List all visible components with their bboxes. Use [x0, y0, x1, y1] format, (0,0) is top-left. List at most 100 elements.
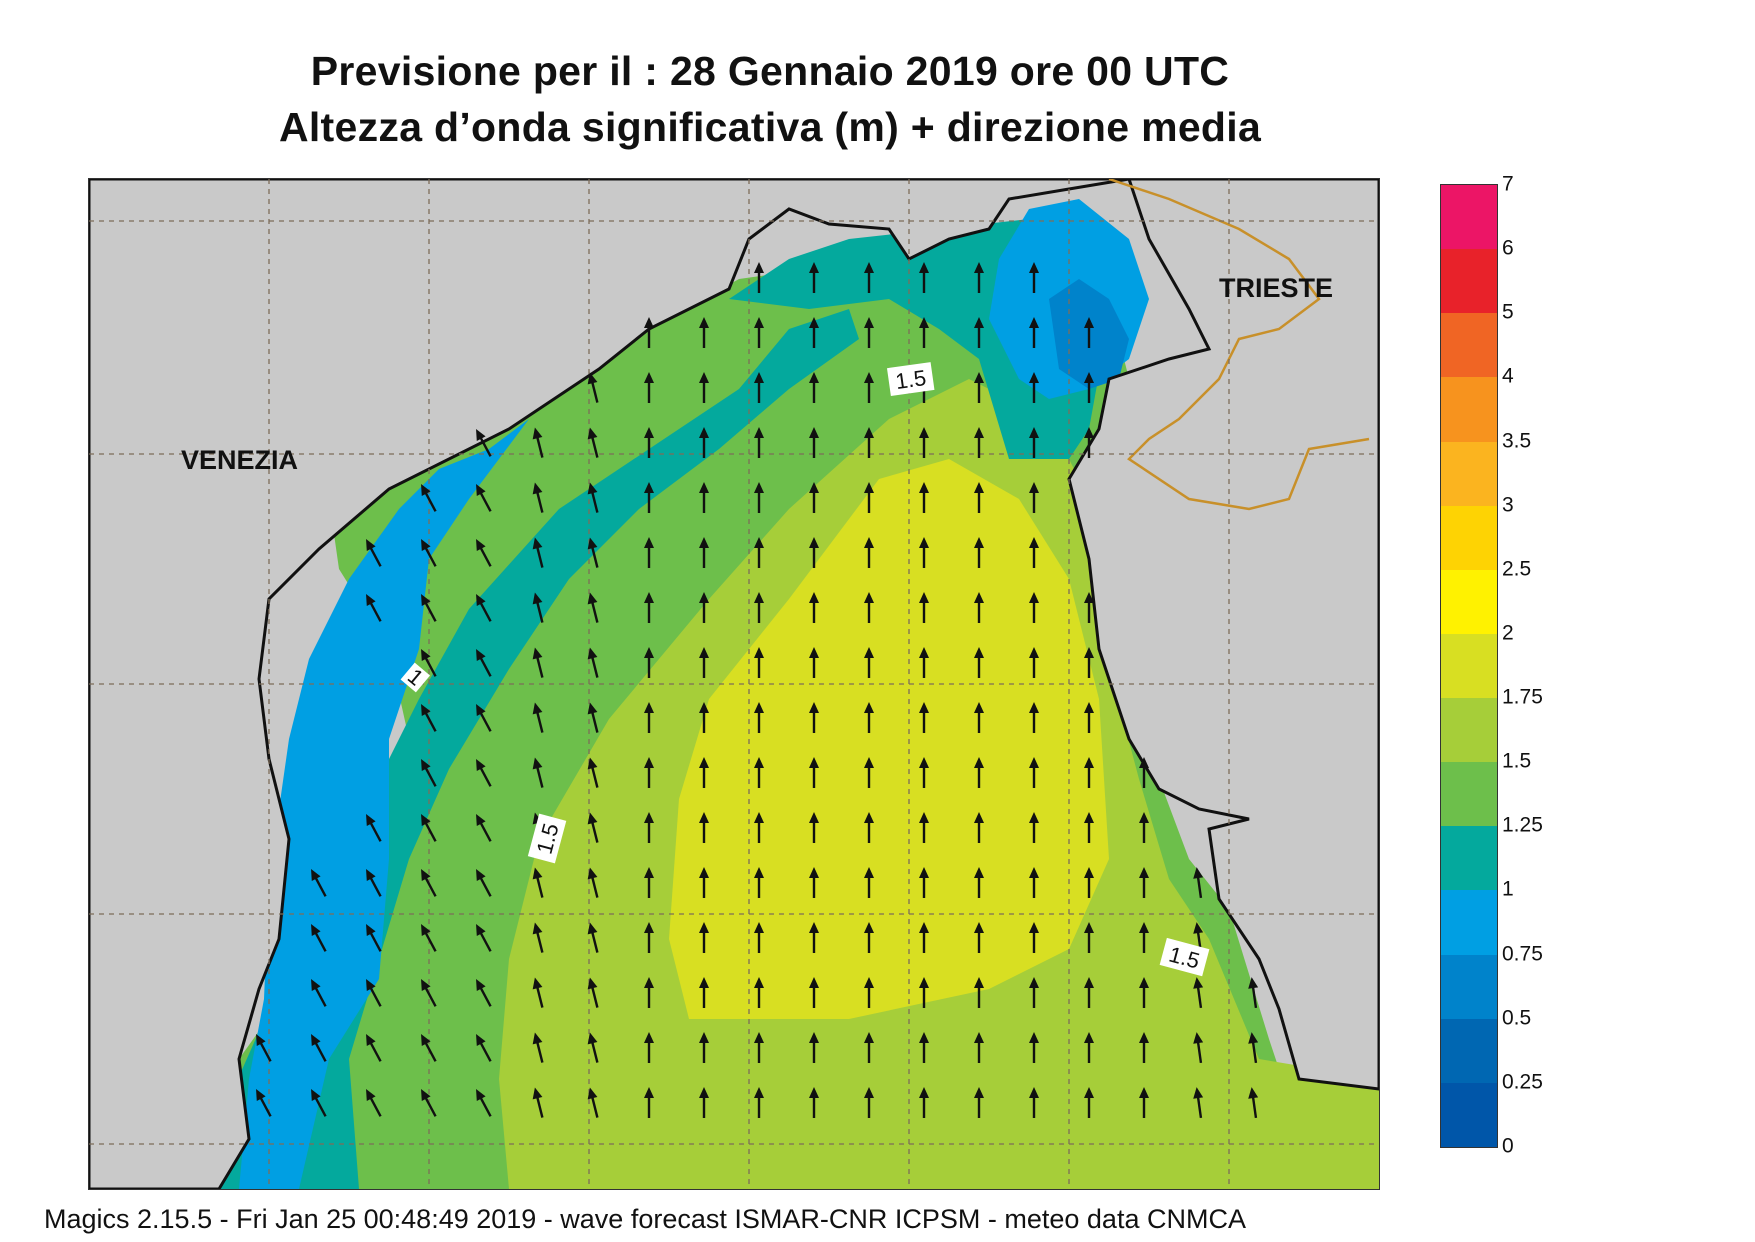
- wave-direction-arrow: [754, 592, 764, 623]
- wave-direction-arrow: [974, 757, 984, 788]
- wave-direction-arrow: [587, 1032, 599, 1063]
- wave-direction-arrow: [864, 482, 874, 513]
- wave-direction-arrow: [754, 1032, 764, 1063]
- wave-direction-arrow: [974, 372, 984, 403]
- legend-swatch: [1441, 569, 1497, 634]
- wave-direction-arrow: [864, 1087, 874, 1118]
- wave-direction-arrow: [919, 647, 929, 678]
- land-west: [89, 179, 1130, 1189]
- wave-direction-arrow: [1029, 757, 1039, 788]
- wave-direction-arrow: [421, 648, 437, 677]
- wave-direction-arrow: [974, 1032, 984, 1063]
- graticule: [89, 179, 1379, 1189]
- wave-direction-arrow: [644, 372, 654, 403]
- wave-direction-arrow: [1029, 812, 1039, 843]
- map-canvas: VENEZIA TRIESTE 1.5 1.5 1.5 1: [89, 179, 1379, 1189]
- wave-direction-arrow: [919, 262, 929, 293]
- wave-direction-arrow: [974, 867, 984, 898]
- wave-direction-arrow: [532, 592, 544, 623]
- footer-credits: Magics 2.15.5 - Fri Jan 25 00:48:49 2019…: [44, 1204, 1246, 1234]
- wave-direction-arrow: [809, 977, 819, 1008]
- wave-direction-arrow: [699, 482, 709, 513]
- wave-direction-arrow: [809, 867, 819, 898]
- wave-direction-arrow: [699, 647, 709, 678]
- wave-direction-arrow: [754, 867, 764, 898]
- wave-direction-arrow: [1029, 592, 1039, 623]
- legend-tick-label: 5: [1502, 300, 1514, 324]
- wave-direction-arrow: [1248, 977, 1259, 1009]
- wave-direction-arrow: [864, 977, 874, 1008]
- wave-direction-arrow: [476, 1088, 492, 1117]
- wave-direction-arrow: [421, 593, 437, 622]
- wave-direction-arrow: [1084, 1087, 1094, 1118]
- wave-direction-arrow: [919, 867, 929, 898]
- wave-direction-arrow: [421, 1088, 437, 1117]
- wave-direction-arrow: [864, 1032, 874, 1063]
- wave-direction-arrow: [864, 812, 874, 843]
- wave-direction-arrow: [587, 1087, 599, 1118]
- wave-direction-arrow: [809, 427, 819, 458]
- wave-direction-arrow: [1084, 702, 1094, 733]
- wave-direction-arrow: [754, 922, 764, 953]
- wave-direction-arrow: [809, 702, 819, 733]
- wave-direction-arrow: [1029, 702, 1039, 733]
- wave-direction-arrow: [919, 977, 929, 1008]
- legend-swatch: [1441, 1082, 1497, 1147]
- legend-tick-label: 1.5: [1502, 749, 1532, 773]
- wave-direction-arrow: [974, 812, 984, 843]
- wave-direction-arrow: [754, 647, 764, 678]
- legend-tick-label: 1: [1502, 877, 1514, 901]
- wave-direction-arrow: [864, 372, 874, 403]
- wave-direction-arrow: [587, 537, 599, 568]
- wave-direction-arrow: [532, 537, 544, 568]
- wave-direction-arrow: [587, 482, 599, 513]
- wave-direction-arrow: [974, 317, 984, 348]
- wave-direction-arrow: [1029, 262, 1039, 293]
- wave-direction-arrow: [366, 1088, 382, 1117]
- legend-tick-label: 3.5: [1502, 429, 1532, 453]
- wave-direction-arrow: [421, 538, 437, 567]
- country-border: [1108, 179, 1370, 511]
- wave-direction-arrow: [476, 648, 492, 677]
- wave-direction-arrow: [1029, 482, 1039, 513]
- wave-direction-arrow: [366, 813, 382, 842]
- wave-direction-arrow: [421, 813, 437, 842]
- legend-tick-label: 3: [1502, 493, 1514, 517]
- wave-direction-arrow: [421, 923, 437, 952]
- wave-direction-arrow: [476, 923, 492, 952]
- legend-swatch: [1441, 441, 1497, 506]
- wave-height-map: VENEZIA TRIESTE 1.5 1.5 1.5 1: [88, 178, 1380, 1190]
- wave-direction-arrow: [864, 317, 874, 348]
- direction-arrows: [256, 262, 1259, 1119]
- wave-direction-arrow: [919, 317, 929, 348]
- legend-swatch: [1441, 505, 1497, 570]
- wave-direction-arrow: [1084, 592, 1094, 623]
- legend-swatch: [1441, 954, 1497, 1019]
- legend-swatch: [1441, 698, 1497, 763]
- wave-direction-arrow: [754, 1087, 764, 1118]
- legend-tick-label: 6: [1502, 236, 1514, 260]
- wave-direction-arrow: [864, 537, 874, 568]
- wave-direction-arrow: [644, 867, 654, 898]
- legend-swatch: [1441, 826, 1497, 891]
- wave-direction-arrow: [644, 1087, 654, 1118]
- legend-swatch: [1441, 890, 1497, 955]
- wave-direction-arrow: [1084, 647, 1094, 678]
- wave-direction-arrow: [864, 702, 874, 733]
- legend-tick-label: 0.75: [1502, 942, 1543, 966]
- wave-direction-arrow: [974, 922, 984, 953]
- wave-direction-arrow: [532, 867, 544, 898]
- wave-direction-arrow: [421, 483, 437, 512]
- wave-direction-arrow: [311, 868, 327, 897]
- wave-direction-arrow: [1084, 867, 1094, 898]
- wave-direction-arrow: [919, 427, 929, 458]
- wave-direction-arrow: [919, 922, 929, 953]
- wave-direction-arrow: [699, 977, 709, 1008]
- wave-direction-arrow: [366, 978, 382, 1007]
- wave-direction-arrow: [421, 978, 437, 1007]
- wave-direction-arrow: [644, 592, 654, 623]
- wave-direction-arrow: [1139, 1087, 1149, 1118]
- wave-direction-arrow: [754, 482, 764, 513]
- wave-direction-arrow: [476, 483, 492, 512]
- wave-direction-arrow: [809, 647, 819, 678]
